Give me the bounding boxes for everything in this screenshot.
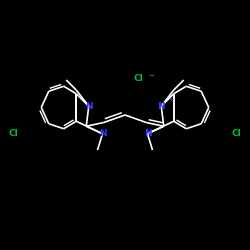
Text: −: − [148,73,154,79]
Text: N: N [85,102,92,111]
Text: Cl: Cl [232,129,241,138]
Text: Cl: Cl [9,129,18,138]
Text: N: N [99,129,106,138]
Text: N: N [144,129,151,138]
Text: +: + [168,97,173,102]
Text: N: N [158,102,165,111]
Text: Cl: Cl [134,74,143,83]
